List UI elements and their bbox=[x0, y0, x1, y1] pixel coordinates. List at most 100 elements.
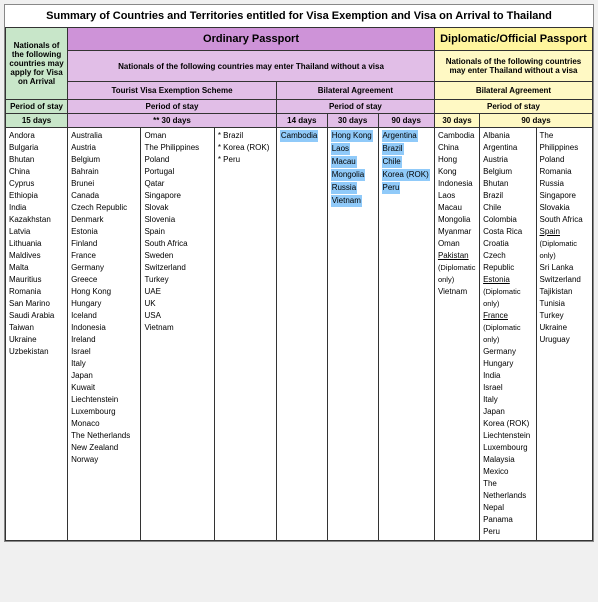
country-item: South Africa bbox=[540, 214, 589, 226]
country-item: Czech Republic bbox=[483, 250, 532, 274]
col-bi-90: ArgentinaBrazilChileKorea (ROK)Peru bbox=[378, 128, 434, 541]
country-item: Austria bbox=[483, 154, 532, 166]
country-item: Norway bbox=[71, 454, 137, 466]
country-item: Bahrain bbox=[71, 166, 137, 178]
country-item: Poland bbox=[144, 154, 210, 166]
country-item: Chile bbox=[382, 156, 431, 169]
country-item: USA bbox=[144, 310, 210, 322]
ord-without-visa: Nationals of the following countries may… bbox=[68, 51, 435, 82]
country-item: Pakistan bbox=[438, 250, 476, 262]
country-item: Oman bbox=[438, 238, 476, 250]
country-item: Ethiopia bbox=[9, 190, 64, 202]
country-item: Argentina bbox=[483, 142, 532, 154]
period-tourist: Period of stay bbox=[68, 100, 277, 114]
country-item: Uruguay bbox=[540, 334, 589, 346]
country-item: Liechtenstein bbox=[483, 430, 532, 442]
country-item: Romania bbox=[540, 166, 589, 178]
country-item: France bbox=[483, 310, 532, 322]
country-item: Sri Lanka bbox=[540, 262, 589, 274]
country-item: Taiwan bbox=[9, 322, 64, 334]
country-item: India bbox=[9, 202, 64, 214]
country-item: Turkey bbox=[540, 310, 589, 322]
country-item: Bhutan bbox=[9, 154, 64, 166]
country-item: UAE bbox=[144, 286, 210, 298]
col-tourist-2: OmanThe PhilippinesPolandPortugalQatarSi… bbox=[141, 128, 214, 541]
country-item: Australia bbox=[71, 130, 137, 142]
country-item: The Philippines bbox=[144, 142, 210, 154]
country-item: Switzerland bbox=[540, 274, 589, 286]
country-item: Vietnam bbox=[438, 286, 476, 298]
country-item: Brazil bbox=[382, 143, 431, 156]
country-item: Germany bbox=[71, 262, 137, 274]
country-item: Belgium bbox=[71, 154, 137, 166]
country-item: * Korea (ROK) bbox=[218, 142, 273, 154]
country-item: Ukraine bbox=[9, 334, 64, 346]
summary-table: Summary of Countries and Territories ent… bbox=[4, 4, 594, 542]
country-item: Chile bbox=[483, 202, 532, 214]
page-title: Summary of Countries and Territories ent… bbox=[5, 5, 593, 27]
days-15: 15 days bbox=[6, 114, 68, 128]
country-item: Mexico bbox=[483, 466, 532, 478]
country-item: New Zealand bbox=[71, 442, 137, 454]
country-item: Liechtenstein bbox=[71, 394, 137, 406]
country-item: Singapore bbox=[540, 190, 589, 202]
country-item: Mongolia bbox=[438, 214, 476, 226]
country-item: Bulgaria bbox=[9, 142, 64, 154]
country-item: Ireland bbox=[71, 334, 137, 346]
country-item: Canada bbox=[71, 190, 137, 202]
country-item: Ukraine bbox=[540, 322, 589, 334]
country-item: Hungary bbox=[483, 358, 532, 370]
country-item: Korea (ROK) bbox=[382, 169, 431, 182]
country-item: Switzerland bbox=[144, 262, 210, 274]
country-item: Estonia bbox=[483, 274, 532, 286]
country-item: Macau bbox=[331, 156, 375, 169]
country-item: Peru bbox=[483, 526, 532, 538]
country-item: Luxembourg bbox=[483, 442, 532, 454]
country-item: France bbox=[71, 250, 137, 262]
country-item: (Diplomatic only) bbox=[438, 262, 476, 286]
country-item: Monaco bbox=[71, 418, 137, 430]
country-item: Myanmar bbox=[438, 226, 476, 238]
country-item: Panama bbox=[483, 514, 532, 526]
country-item: Bhutan bbox=[483, 178, 532, 190]
bilateral-ord-header: Bilateral Agreement bbox=[276, 82, 434, 100]
country-item: (Diplomatic only) bbox=[483, 286, 532, 310]
country-item: Costa Rica bbox=[483, 226, 532, 238]
country-item: Macau bbox=[438, 202, 476, 214]
country-item: The Netherlands bbox=[71, 430, 137, 442]
country-item: Mauritius bbox=[9, 274, 64, 286]
country-item: Poland bbox=[540, 154, 589, 166]
tourist-scheme-header: Tourist Visa Exemption Scheme bbox=[68, 82, 277, 100]
country-item: Estonia bbox=[71, 226, 137, 238]
col-tourist-1: AustraliaAustriaBelgiumBahrainBruneiCana… bbox=[68, 128, 141, 541]
country-item: Spain bbox=[540, 226, 589, 238]
col-dip-90a: AlbaniaArgentinaAustriaBelgiumBhutanBraz… bbox=[480, 128, 536, 541]
country-item: Indonesia bbox=[71, 322, 137, 334]
country-item: Laos bbox=[331, 143, 375, 156]
country-item: (Diplomatic only) bbox=[540, 238, 589, 262]
col-tourist-3: * Brazil* Korea (ROK)* Peru bbox=[214, 128, 276, 541]
country-item: Tajikistan bbox=[540, 286, 589, 298]
period-bi-ord: Period of stay bbox=[276, 100, 434, 114]
col-dip-30: CambodiaChinaHong KongIndonesiaLaosMacau… bbox=[434, 128, 479, 541]
country-item: Vietnam bbox=[331, 195, 375, 208]
country-item: Slovakia bbox=[540, 202, 589, 214]
visa-table: Nationals of the following countries may… bbox=[5, 27, 593, 541]
country-item: Germany bbox=[483, 346, 532, 358]
country-item: Spain bbox=[144, 226, 210, 238]
country-item: Portugal bbox=[144, 166, 210, 178]
country-item: Vietnam bbox=[144, 322, 210, 334]
country-item: * Brazil bbox=[218, 130, 273, 142]
country-item: Slovenia bbox=[144, 214, 210, 226]
country-item: Kuwait bbox=[71, 382, 137, 394]
country-item: Belgium bbox=[483, 166, 532, 178]
country-item: Russia bbox=[331, 182, 375, 195]
country-item: (Diplomatic only) bbox=[483, 322, 532, 346]
country-item: Albania bbox=[483, 130, 532, 142]
country-item: Latvia bbox=[9, 226, 64, 238]
days-14: 14 days bbox=[276, 114, 327, 128]
country-item: Korea (ROK) bbox=[483, 418, 532, 430]
country-item: Indonesia bbox=[438, 178, 476, 190]
country-item: Romania bbox=[9, 286, 64, 298]
country-item: Argentina bbox=[382, 130, 431, 143]
